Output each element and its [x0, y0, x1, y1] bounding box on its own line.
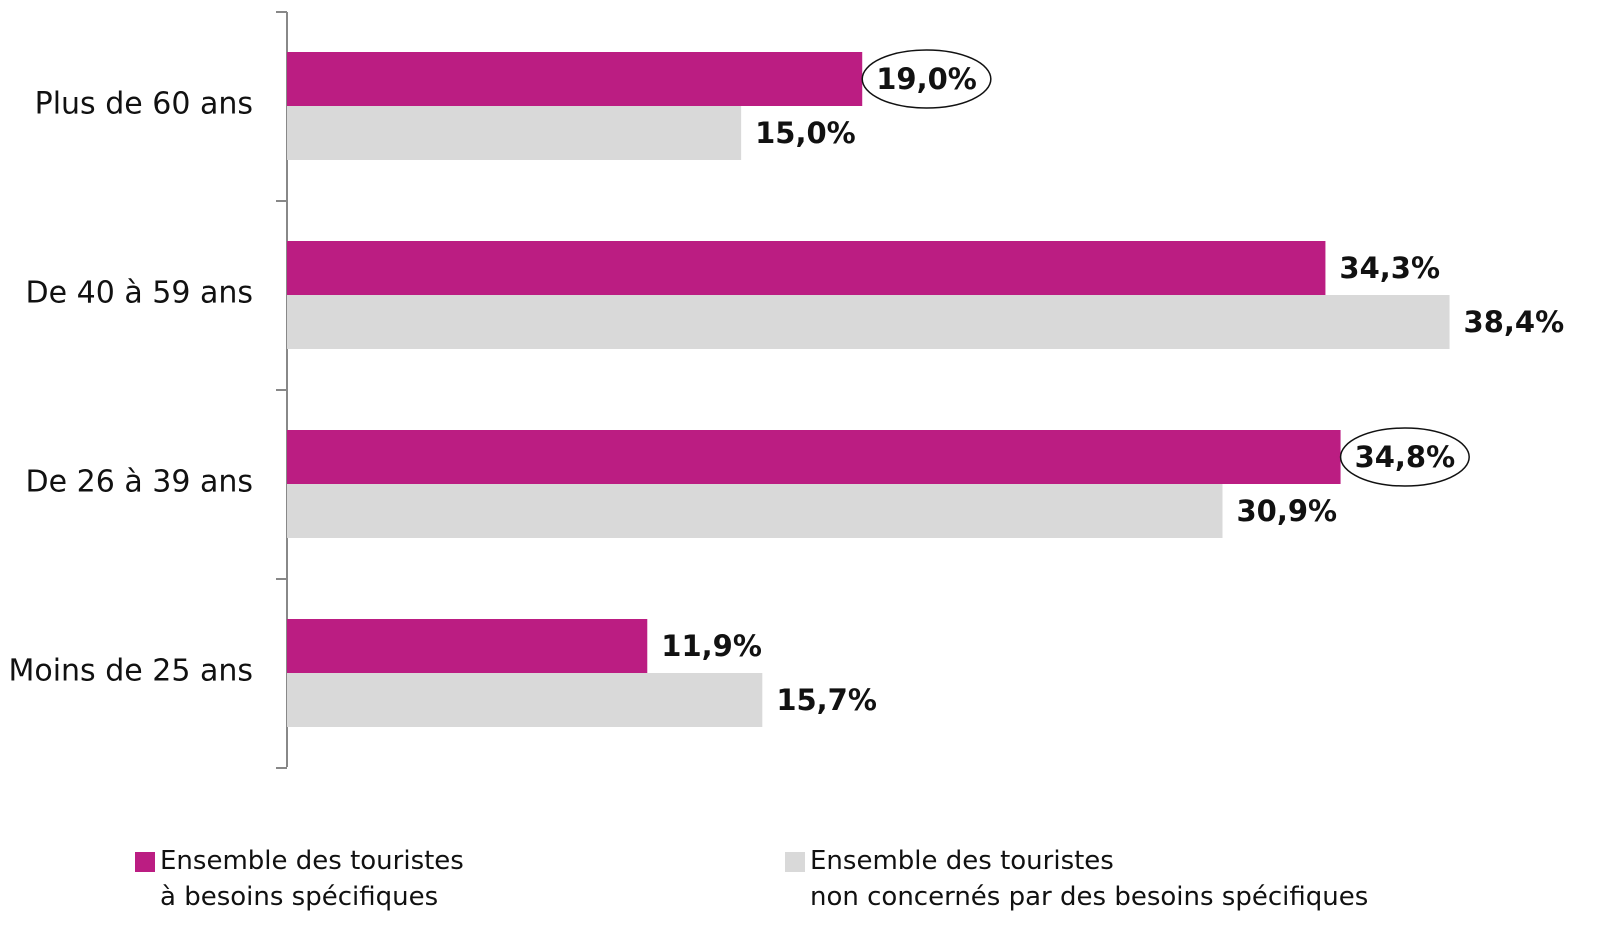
category-label: Plus de 60 ans [35, 87, 253, 122]
category-label: De 26 à 39 ans [26, 465, 253, 500]
bar [287, 295, 1450, 349]
legend-entry: Ensemble des touristes non concernés par… [810, 846, 1369, 912]
highlight-circle [861, 49, 992, 109]
value-label: 15,0% [755, 116, 856, 150]
legend-swatch [785, 852, 805, 872]
legend-swatch [135, 852, 155, 872]
bar [287, 430, 1341, 484]
bar [287, 52, 863, 106]
value-label: 19,0% [876, 62, 977, 96]
bar [287, 673, 763, 727]
legend-label: Ensemble des touristes non concernés par… [810, 846, 1369, 912]
highlight-circle [1339, 427, 1470, 487]
category-label: Moins de 25 ans [8, 654, 253, 689]
legend-label: Ensemble des touristes à besoins spécifi… [160, 846, 464, 912]
legend-entry: Ensemble des touristes à besoins spécifi… [160, 846, 464, 912]
bar [287, 241, 1326, 295]
bar [287, 619, 648, 673]
value-label: 15,7% [776, 683, 877, 717]
value-label: 38,4% [1464, 305, 1565, 339]
bar [287, 484, 1223, 538]
bar [287, 106, 742, 160]
value-label: 30,9% [1236, 494, 1337, 528]
category-label: De 40 à 59 ans [26, 276, 253, 311]
value-label: 34,8% [1355, 440, 1456, 474]
value-label: 34,3% [1339, 251, 1440, 285]
value-label: 11,9% [661, 629, 762, 663]
